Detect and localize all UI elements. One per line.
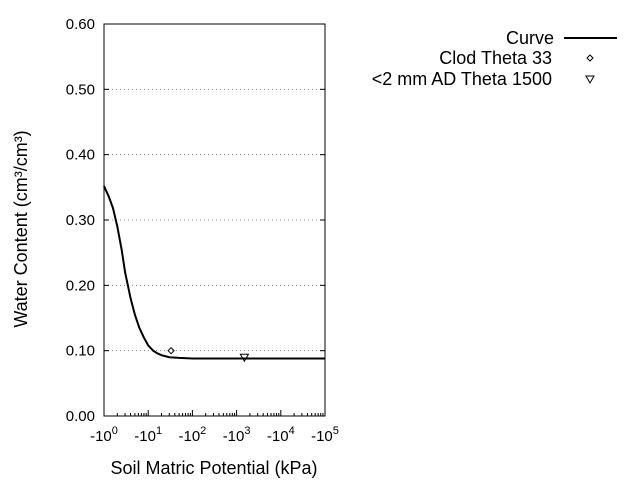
x-tick-label: -105 xyxy=(311,425,339,445)
x-tick-label: -104 xyxy=(267,425,295,445)
x-tick-label: -101 xyxy=(134,425,162,445)
y-tick-label: 0.50 xyxy=(66,81,95,98)
legend-label-ad: <2 mm AD Theta 1500 xyxy=(372,69,552,89)
y-tick-label: 0.40 xyxy=(66,147,95,164)
x-axis-label: Soil Matric Potential (kPa) xyxy=(110,458,317,478)
legend-swatch-triangle-icon xyxy=(585,75,595,85)
y-tick-label: 0.00 xyxy=(66,408,95,425)
y-tick-label: 0.20 xyxy=(66,277,95,294)
plot-frame xyxy=(103,23,326,417)
x-tick-label: -100 xyxy=(90,425,118,445)
y-axis-label: Water Content (cm³/cm³) xyxy=(11,130,31,327)
legend-swatch-diamond-icon xyxy=(586,54,594,62)
legend: Curve Clod Theta 33 <2 mm AD Theta 1500 xyxy=(372,28,617,89)
x-tick-label: -102 xyxy=(178,425,206,445)
legend-label-curve: Curve xyxy=(506,28,554,48)
y-tick-label: 0.10 xyxy=(66,343,95,360)
y-tick-label: 0.60 xyxy=(66,16,95,33)
legend-label-clod: Clod Theta 33 xyxy=(439,48,552,68)
x-tick-label: -103 xyxy=(223,425,251,445)
y-tick-label: 0.30 xyxy=(66,212,95,229)
y-axis: 0.00 0.10 0.20 0.30 0.40 0.50 0.60 xyxy=(66,16,325,425)
series-line-curve xyxy=(103,185,325,360)
x-axis: -100 -101 -102 -103 -104 -105 xyxy=(90,410,339,445)
data-point-triangle-down xyxy=(239,353,250,363)
data-point-diamond xyxy=(167,346,175,355)
grid-lines xyxy=(104,88,325,352)
plot-series xyxy=(103,185,325,363)
